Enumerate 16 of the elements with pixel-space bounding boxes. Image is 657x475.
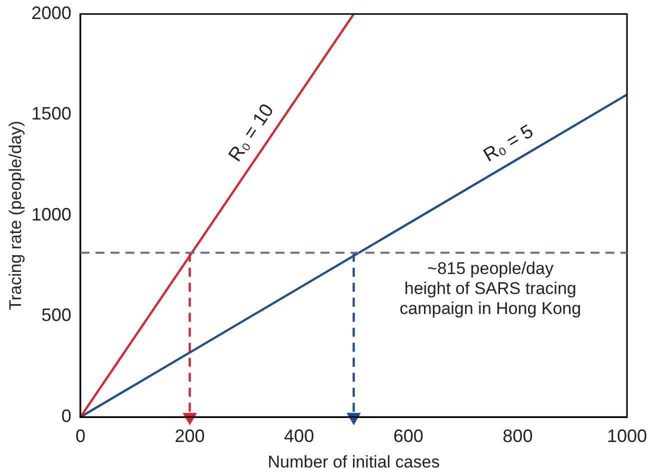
x-tick-label: 1000 <box>606 426 648 446</box>
x-tick-label: 200 <box>174 426 205 446</box>
x-tick-label: 400 <box>284 426 314 446</box>
x-tick-label: 600 <box>393 426 424 446</box>
y-axis-title: Tracing rate (people/day) <box>6 120 25 310</box>
x-axis-title: Number of initial cases <box>268 452 440 472</box>
text: R₀ = 10 <box>224 100 278 166</box>
y-tick-label: 0 <box>61 406 72 426</box>
y-tick-label: 1500 <box>31 104 72 124</box>
annotation: ~815 people/day height of SARS tracing campaign in Hong Kong <box>400 258 582 318</box>
y-tick-label: 500 <box>41 305 72 326</box>
x-tick-label: 800 <box>502 426 533 446</box>
text: R₀ = 5 <box>480 121 538 166</box>
x-tick-label: 0 <box>75 426 86 446</box>
y-tick-label: 1000 <box>31 204 72 224</box>
y-tick-label: 2000 <box>31 2 72 23</box>
